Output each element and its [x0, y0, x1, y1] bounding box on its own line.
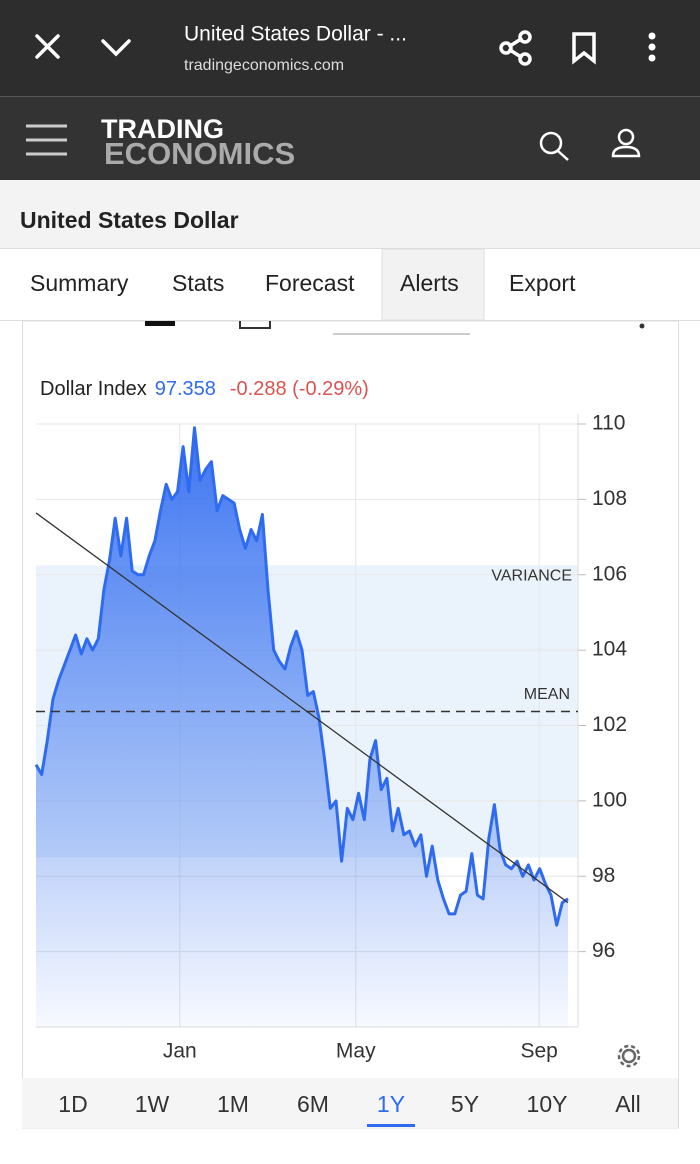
range-button[interactable]: 1W	[135, 1091, 170, 1117]
last-value: 97.358	[155, 378, 216, 400]
toolbar-fragment	[639, 323, 645, 329]
area	[36, 427, 568, 1027]
trend-line	[35, 512, 569, 904]
tab[interactable]: Export	[509, 270, 576, 296]
x-tick-label: Sep	[520, 1040, 557, 1063]
range-button[interactable]: 1D	[58, 1091, 87, 1117]
variance-label: VARIANCE	[491, 568, 572, 585]
page-title: United States Dollar - ...	[184, 23, 407, 46]
range-button[interactable]: 10Y	[527, 1091, 568, 1117]
y-tick-label: 102	[592, 713, 627, 736]
tab-active-bg	[381, 248, 485, 321]
y-tick-label: 110	[592, 412, 625, 435]
y-tick-label: 96	[592, 939, 615, 962]
range-button[interactable]: 5Y	[451, 1091, 479, 1117]
range-underline	[367, 1124, 415, 1127]
search-icon[interactable]	[539, 131, 569, 161]
mean-label: MEAN	[524, 686, 570, 703]
share-icon[interactable]	[499, 30, 532, 66]
y-tick-label: 106	[592, 562, 627, 585]
toolbar-fragment	[239, 321, 271, 329]
url: tradingeconomics.com	[184, 57, 344, 74]
tab[interactable]: Stats	[172, 270, 224, 296]
logo[interactable]: TRADING	[101, 114, 224, 144]
section-title: United States Dollar	[20, 207, 239, 233]
range-button[interactable]: 1M	[217, 1091, 249, 1117]
x-tick-label: Jan	[163, 1040, 197, 1063]
y-tick-label: 104	[592, 638, 627, 661]
close-icon[interactable]	[35, 34, 60, 59]
y-tick-label: 108	[592, 487, 627, 510]
range-bar	[22, 1078, 678, 1128]
line	[34, 426, 569, 927]
menu-icon[interactable]	[648, 32, 656, 62]
settings-icon[interactable]	[617, 1044, 641, 1068]
range-button[interactable]: 1Y	[377, 1091, 405, 1117]
logo[interactable]: ECONOMICS	[104, 136, 295, 171]
change-value: -0.288 (-0.29%)	[230, 378, 369, 400]
tab[interactable]: Forecast	[265, 270, 355, 296]
title-bar	[0, 180, 700, 248]
site-header	[0, 96, 700, 180]
range-button[interactable]: 6M	[297, 1091, 329, 1117]
browser-bar	[0, 0, 700, 96]
legend: Dollar Index 97.358 -0.288 (-0.29%)	[40, 378, 369, 400]
toolbar-fragment	[145, 321, 175, 326]
legend-label: Dollar Index	[40, 378, 147, 400]
bookmark-icon[interactable]	[572, 32, 596, 65]
y-tick-label: 98	[592, 864, 615, 887]
hamburger-icon[interactable]	[26, 124, 67, 156]
x-tick-label: May	[336, 1040, 376, 1063]
tab[interactable]: Summary	[30, 270, 129, 296]
y-tick-label: 100	[592, 788, 627, 811]
collapse-icon[interactable]	[101, 39, 131, 57]
user-icon[interactable]	[611, 128, 641, 158]
tab[interactable]: Alerts	[400, 270, 459, 296]
range-button[interactable]: All	[615, 1091, 641, 1117]
